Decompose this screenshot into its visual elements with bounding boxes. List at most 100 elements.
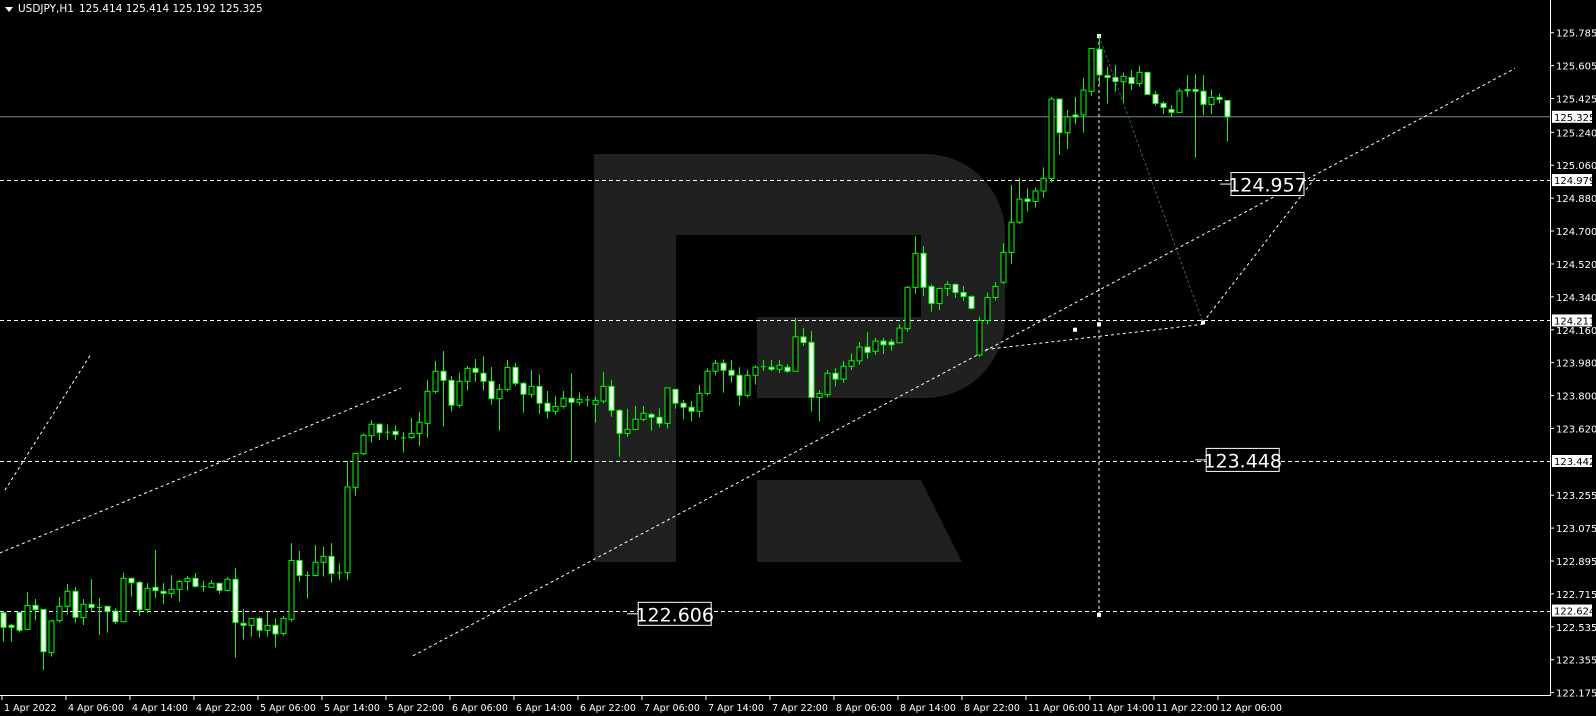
candle <box>560 390 567 409</box>
candle <box>416 412 423 447</box>
arrow-marker-icon <box>1201 320 1205 325</box>
candle <box>192 573 199 588</box>
candle <box>536 374 543 415</box>
price-marker-label: 124.979 <box>1554 176 1595 187</box>
candle-body <box>576 398 583 403</box>
candle <box>632 405 639 430</box>
dropdown-triangle-icon[interactable] <box>5 6 13 12</box>
candle-body <box>64 590 71 607</box>
candle <box>88 579 95 612</box>
candle <box>1016 178 1023 225</box>
candle <box>360 433 367 455</box>
candle <box>296 550 303 582</box>
candle-body <box>184 577 191 582</box>
candle-body <box>0 612 7 628</box>
candle-body <box>312 561 319 576</box>
candle-body <box>808 341 815 398</box>
candle <box>1064 110 1071 149</box>
candle <box>712 359 719 376</box>
candle <box>840 360 847 383</box>
time-tick-label: 11 Apr 22:00 <box>1156 703 1218 714</box>
time-tick-label: 4 Apr 06:00 <box>68 703 124 714</box>
candle <box>24 592 31 630</box>
candle-body <box>744 374 751 396</box>
candle-body <box>840 365 847 380</box>
candle-body <box>120 577 127 623</box>
candle <box>960 286 967 302</box>
candle <box>816 390 823 422</box>
candle <box>616 409 623 457</box>
price-tick-label: 123.075 <box>1556 524 1596 535</box>
candle <box>792 317 799 372</box>
candle-body <box>656 416 663 424</box>
candle <box>496 384 503 431</box>
candle-body <box>392 430 399 436</box>
price-label: 124.957 <box>1220 172 1307 197</box>
candle-body <box>944 283 951 289</box>
candle <box>376 423 383 440</box>
candle-body <box>56 605 63 622</box>
price-tick-label: 125.425 <box>1556 95 1596 106</box>
candle <box>585 395 590 407</box>
candle <box>936 287 943 311</box>
trendline <box>1098 35 1204 323</box>
candle <box>344 460 351 581</box>
candle-body <box>128 577 135 584</box>
candle <box>752 365 759 385</box>
label-box <box>1230 172 1305 197</box>
price-marker-box <box>1552 110 1592 123</box>
candle-body <box>352 452 359 488</box>
candle-body <box>296 559 303 576</box>
candle-body <box>784 366 791 372</box>
candle-body <box>168 588 175 594</box>
arrow-marker-icon <box>1097 612 1101 617</box>
candle-body <box>416 421 423 435</box>
candle <box>1072 97 1079 125</box>
chart-header: USDJPY,H1 125.414 125.414 125.192 125.32… <box>5 3 263 15</box>
candle-body <box>1112 76 1119 83</box>
candle-body <box>720 362 727 371</box>
candle-body <box>648 413 655 418</box>
time-tick-label: 5 Apr 06:00 <box>260 703 316 714</box>
candle-body <box>408 432 415 439</box>
candle <box>1080 77 1087 133</box>
price-tick-label: 123.620 <box>1556 424 1596 435</box>
candle <box>720 359 727 393</box>
candle <box>401 432 406 453</box>
candle <box>32 599 39 621</box>
candle <box>552 395 559 415</box>
candle <box>1144 71 1151 96</box>
candle <box>680 399 687 420</box>
candle <box>1184 75 1191 97</box>
candle <box>704 368 711 396</box>
candle-body <box>480 372 487 382</box>
candle-body <box>48 620 55 654</box>
candle <box>8 624 15 642</box>
candle-body <box>1200 90 1207 105</box>
price-tick-label: 125.785 <box>1556 29 1596 40</box>
candle-body <box>224 578 231 591</box>
candle <box>1192 74 1199 158</box>
candle <box>40 608 47 670</box>
candle <box>472 358 479 382</box>
candle <box>328 543 335 583</box>
candle-body <box>376 423 383 434</box>
candle <box>576 392 583 406</box>
candle-body <box>328 555 335 575</box>
candle <box>656 408 663 428</box>
candle-body <box>960 291 967 297</box>
price-tick-label: 122.535 <box>1556 623 1596 634</box>
candle <box>48 620 55 657</box>
candle-body <box>360 434 367 455</box>
candle-body <box>616 409 623 434</box>
candles <box>0 35 1231 670</box>
candle-body <box>1024 198 1031 202</box>
candle-body <box>1160 102 1167 108</box>
candle-body <box>544 402 551 412</box>
candle-body <box>1104 74 1111 78</box>
price-tick-label: 123.800 <box>1556 392 1596 403</box>
candle <box>1032 187 1039 208</box>
candle <box>432 361 439 394</box>
candle-body <box>592 399 599 405</box>
